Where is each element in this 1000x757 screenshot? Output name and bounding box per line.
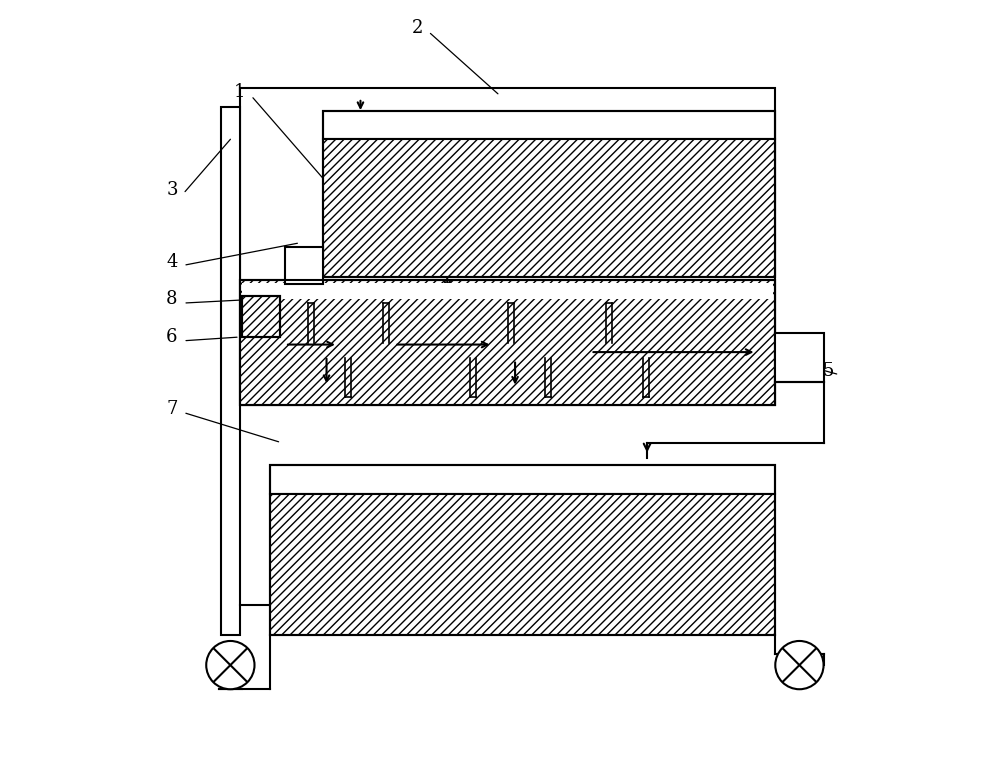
Bar [285,247,323,284]
Bar [240,280,775,405]
Text: 2: 2 [411,19,423,37]
Bar [270,466,775,494]
Bar [323,111,775,276]
Text: 4: 4 [166,253,178,270]
Text: 7: 7 [166,400,178,418]
Bar [270,494,775,635]
Bar [242,295,280,337]
Text: 3: 3 [166,181,178,199]
Bar [240,88,775,405]
Bar [242,282,773,299]
Text: 1: 1 [234,83,246,101]
Bar [221,107,240,635]
Bar [775,333,824,382]
Circle shape [206,641,255,689]
Bar [323,139,775,276]
Bar [240,280,775,405]
Bar [270,466,775,635]
Text: 6: 6 [166,328,178,346]
Bar [323,111,775,139]
Circle shape [775,641,824,689]
Text: 8: 8 [166,290,178,308]
Text: 5: 5 [822,362,834,380]
Bar [242,295,280,337]
